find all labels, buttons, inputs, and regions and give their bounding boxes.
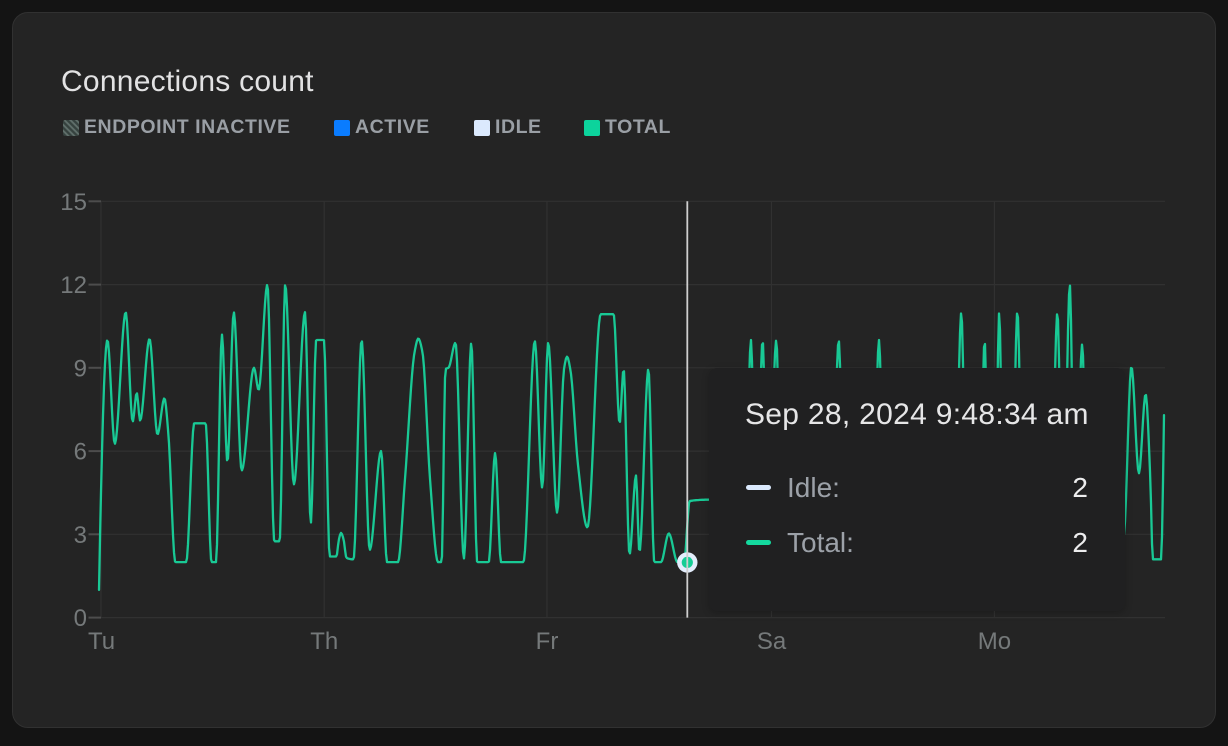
svg-text:Tu: Tu [88,628,115,655]
svg-text:15: 15 [60,189,87,216]
svg-text:Mo: Mo [978,628,1011,655]
svg-text:9: 9 [74,355,87,382]
svg-text:Fr: Fr [536,628,559,655]
svg-text:12: 12 [60,272,87,299]
svg-text:Th: Th [310,628,338,655]
svg-text:Sa: Sa [757,628,787,655]
svg-text:6: 6 [74,439,87,466]
svg-text:0: 0 [74,605,87,632]
svg-text:3: 3 [74,522,87,549]
